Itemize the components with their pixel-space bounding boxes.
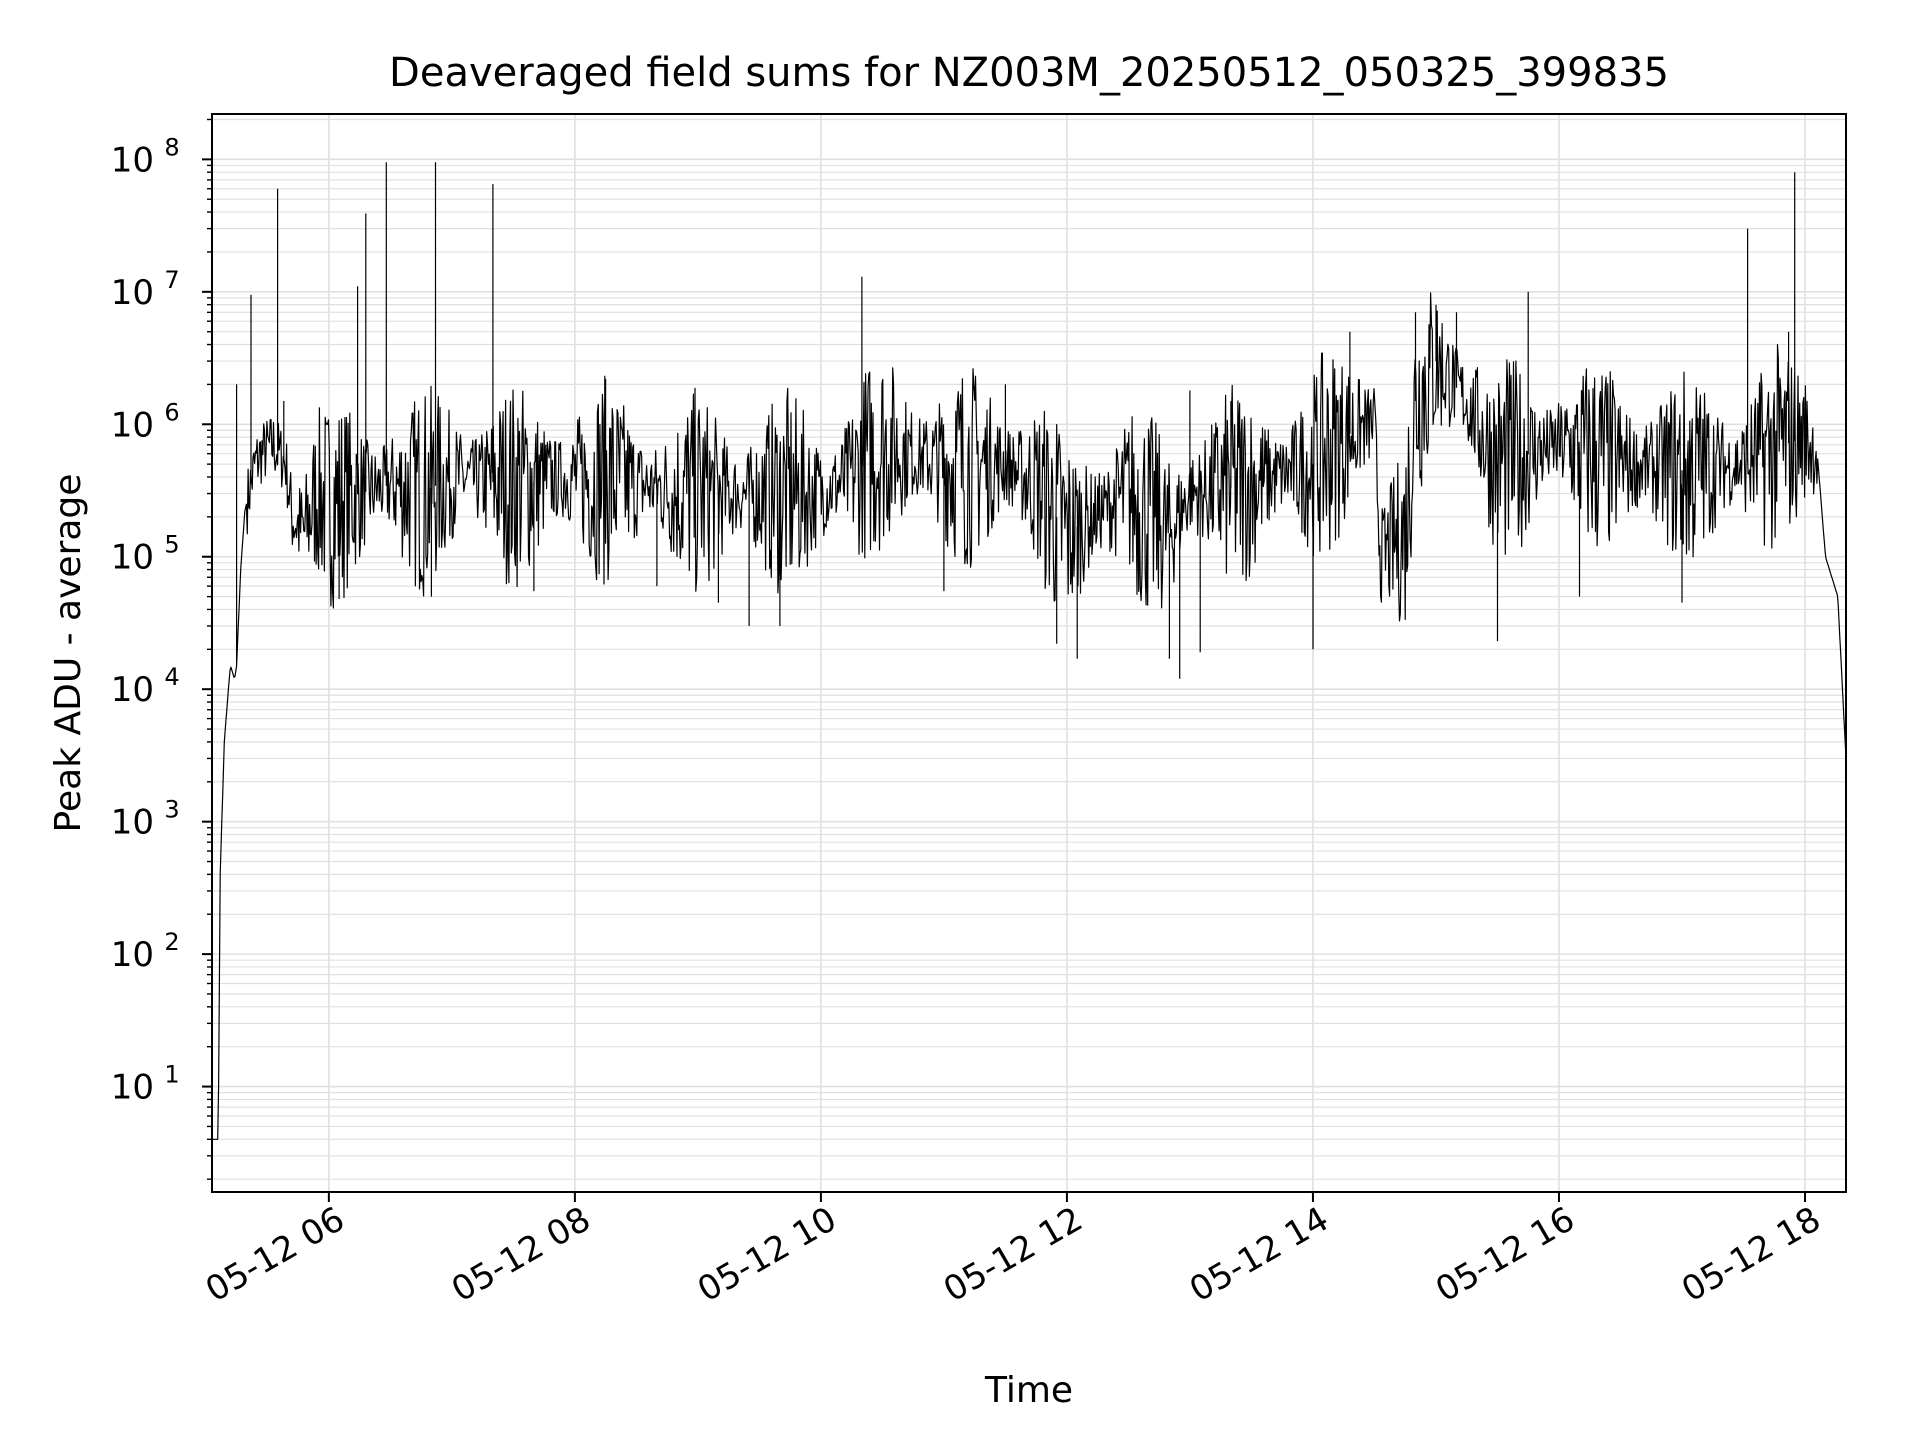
y-tick-exponent: 4 [164, 663, 179, 691]
y-axis-label: Peak ADU - average [48, 474, 89, 833]
y-tick-label: 10 [111, 538, 154, 578]
y-tick-label: 10 [111, 1068, 154, 1108]
series-layer [212, 162, 1847, 1140]
y-tick-label: 10 [111, 935, 154, 975]
y-tick-label: 10 [111, 405, 154, 445]
plot-frame [211, 113, 1847, 1193]
series-line [212, 162, 1847, 1140]
y-tick-label: 10 [111, 803, 154, 843]
y-tick-label: 10 [111, 273, 154, 313]
y-tick-exponent: 5 [164, 531, 179, 559]
y-tick-exponent: 3 [164, 796, 179, 824]
y-tick-exponent: 8 [164, 133, 179, 161]
y-tick-exponent: 2 [164, 928, 179, 956]
y-tick-exponent: 6 [164, 398, 179, 426]
y-tick-label: 10 [111, 670, 154, 710]
y-tick-exponent: 1 [164, 1061, 179, 1089]
y-tick-exponent: 7 [164, 266, 179, 294]
axis-ticks [202, 118, 1806, 1202]
y-tick-labels: 10 1 10 2 10 3 10 4 10 5 10 6 10 7 10 8 [111, 133, 180, 1107]
y-tick-label: 10 [111, 140, 154, 180]
chart-title: Deaveraged field sums for NZ003M_2025051… [389, 50, 1669, 96]
x-axis-label: Time [984, 1370, 1073, 1411]
grid [212, 114, 1846, 1192]
